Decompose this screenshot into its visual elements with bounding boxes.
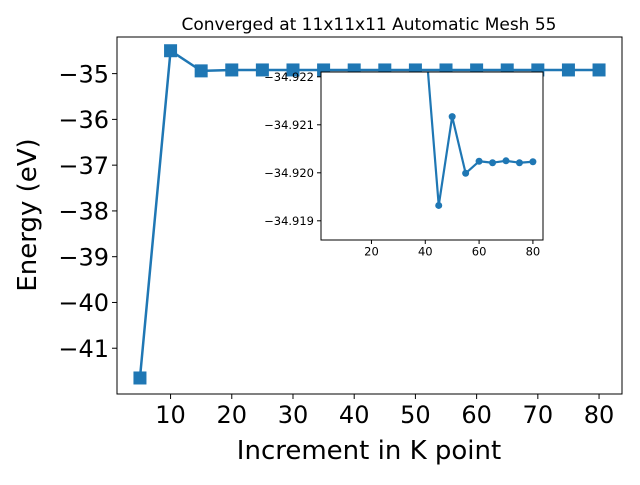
main-y-axis-label: Energy (eV) [13, 138, 43, 291]
inset-plot-area [321, 72, 543, 240]
main-y-ticks: −41 −40 −39 −38 −37 −36 −35 [58, 60, 117, 363]
inset-series-line [426, 72, 533, 207]
main-y-tick-label: −39 [58, 243, 109, 271]
main-y-tick-label: −41 [58, 335, 109, 363]
main-data-point [286, 63, 300, 77]
main-y-tick-label: −35 [58, 60, 109, 88]
main-axes-frame [116, 36, 623, 395]
main-x-tick-label: 60 [461, 401, 492, 429]
inset-y-ticks: −34.922 −34.921 −34.920 −34.919 [264, 70, 321, 228]
main-data-point [561, 63, 575, 77]
inset-axes-frame [320, 71, 544, 241]
inset-x-tick-label: 20 [364, 245, 379, 259]
inset-y-tick-label: −34.919 [264, 214, 314, 228]
inset-data-point [475, 157, 483, 165]
inset-data-point [529, 158, 537, 166]
main-data-point [194, 64, 208, 78]
inset-data-point [489, 159, 497, 167]
inset-x-tick-label: 80 [526, 245, 541, 259]
inset-x-tick-label: 60 [472, 245, 487, 259]
inset-y-tick-label: −34.920 [264, 166, 314, 180]
main-y-tick-label: −37 [58, 152, 109, 180]
main-data-point [225, 63, 239, 77]
main-x-tick-label: 30 [278, 401, 309, 429]
inset-x-tick-label: 40 [418, 245, 433, 259]
main-x-tick-label: 70 [523, 401, 554, 429]
main-x-axis-label: Increment in K point [237, 436, 501, 466]
main-chart-title: Converged at 11x11x11 Automatic Mesh 55 [182, 15, 557, 35]
inset-axes: 20 40 60 80 −34.922 −34.921 −34.920 −34.919 [264, 70, 544, 259]
main-data-point [255, 63, 269, 77]
main-y-tick-label: −40 [58, 289, 109, 317]
inset-data-point [515, 159, 523, 167]
main-x-tick-label: 80 [584, 401, 615, 429]
inset-y-tick-label: −34.922 [264, 70, 314, 84]
main-x-tick-label: 10 [155, 401, 186, 429]
main-x-tick-label: 50 [400, 401, 431, 429]
main-x-tick-label: 20 [216, 401, 247, 429]
main-data-point [592, 63, 606, 77]
inset-data-point [462, 169, 470, 177]
main-x-ticks: 10 20 30 40 50 60 70 80 [155, 394, 614, 429]
main-series-line [138, 49, 600, 379]
main-data-point [164, 44, 178, 58]
main-x-tick-label: 40 [339, 401, 370, 429]
inset-y-tick-label: −34.921 [264, 118, 314, 132]
inset-data-point [502, 157, 510, 165]
inset-data-point [448, 113, 456, 121]
main-data-point [133, 371, 147, 385]
inset-series [426, 72, 537, 209]
main-y-tick-label: −38 [58, 198, 109, 226]
main-y-tick-label: −36 [58, 106, 109, 134]
inset-data-point [435, 201, 443, 209]
inset-x-ticks: 20 40 60 80 [364, 240, 540, 259]
